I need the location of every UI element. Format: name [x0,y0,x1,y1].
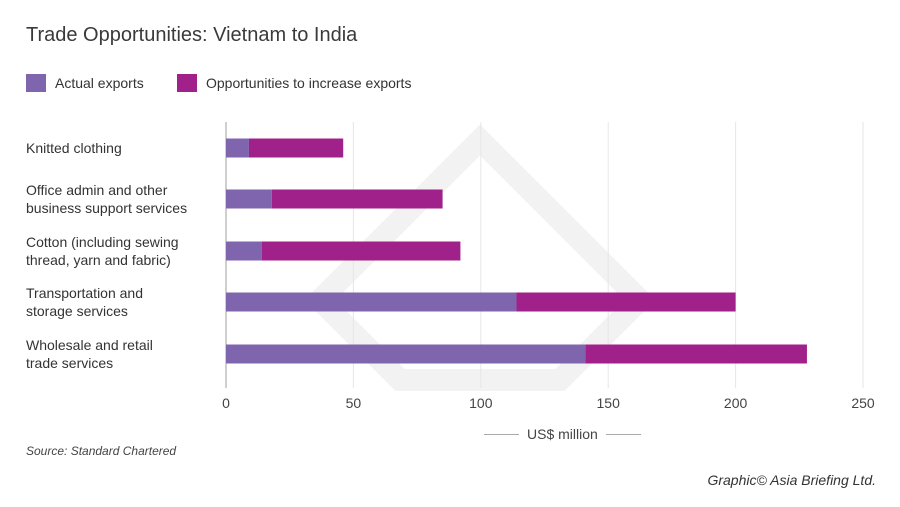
bar-opportunities [261,241,461,261]
x-tick-label: 250 [851,395,875,411]
x-tick-label: 100 [469,395,493,411]
bar-opportunities [516,292,736,312]
chart-title: Trade Opportunities: Vietnam to India [26,24,358,46]
x-tick-label: 150 [596,395,620,411]
category-label-line: Transportation and [26,285,143,301]
category-label-line: Knitted clothing [26,140,122,156]
credit: Graphic© Asia Briefing Ltd. [707,472,876,488]
category-label: Knitted clothing [26,139,216,157]
bar-actual [226,344,586,364]
legend-label-actual: Actual exports [55,75,144,91]
legend-item-actual: Actual exports [26,74,144,92]
category-label-line: trade services [26,355,114,371]
bar-actual [226,241,262,261]
category-label-line: Office admin and other [26,182,168,198]
x-axis-label-text: US$ million [527,426,598,442]
bar-actual [226,138,249,158]
x-tick-label: 50 [345,395,362,411]
x-tick-label: 0 [222,395,230,411]
legend-label-opportunities: Opportunities to increase exports [206,75,412,91]
legend-swatch-opportunities [177,74,197,92]
legend-swatch-actual [26,74,46,92]
bar-opportunities [271,189,443,209]
x-axis-label: US$ million [476,426,649,442]
bar-opportunities [248,138,344,158]
watermark-logo [304,124,656,391]
category-label-line: Cotton (including sewing [26,234,179,250]
category-label: Transportation and storage services [26,284,216,320]
legend-item-opportunities: Opportunities to increase exports [177,74,411,92]
category-label-line: business support services [26,200,188,216]
category-label-line: thread, yarn and fabric) [26,252,171,268]
bar-opportunities [585,344,807,364]
category-label-line: storage services [26,303,128,319]
category-label: Office admin and other business support s… [26,181,216,217]
category-label: Cotton (including sewing thread, yarn and… [26,233,216,269]
x-tick-label: 200 [723,395,748,411]
bar-actual [226,292,517,312]
category-label: Wholesale and retail trade services [26,336,216,372]
source-note: Source: Standard Chartered [26,444,177,458]
bar-actual [226,189,272,209]
category-label-line: Wholesale and retail [26,337,153,353]
